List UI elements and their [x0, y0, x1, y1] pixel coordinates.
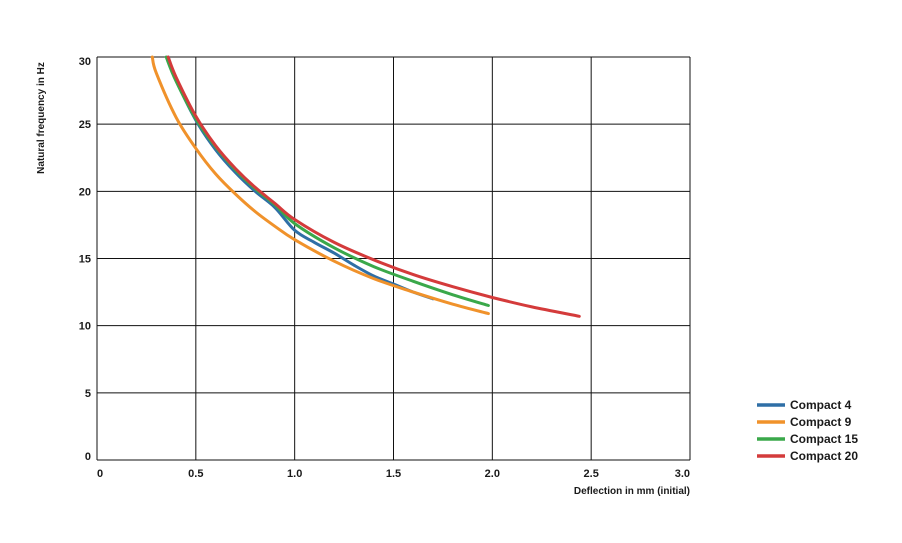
x-tick-label: 2.0 [485, 468, 500, 480]
x-tick-labels: 0 0.5 1.0 1.5 2.0 2.5 3.0 [97, 468, 690, 480]
series-line-compact-15 [164, 55, 490, 307]
x-tick-label: 0 [97, 468, 103, 480]
x-tick-label: 1.5 [386, 468, 401, 480]
x-tick-label: 1.0 [287, 468, 302, 480]
y-tick-label: 15 [79, 254, 91, 266]
x-axis-label: Deflection in mm (initial) [574, 486, 690, 497]
series-lines [150, 55, 581, 318]
y-tick-label: 0 [85, 451, 91, 463]
y-tick-label: 20 [79, 186, 91, 198]
y-tick-label: 30 [79, 56, 91, 68]
y-tick-label: 10 [79, 321, 91, 333]
x-tick-label: 2.5 [584, 468, 599, 480]
legend-label-compact-4: Compact 4 [790, 398, 852, 412]
y-tick-labels: 0 5 10 15 20 25 30 [79, 56, 91, 463]
y-tick-label: 25 [79, 119, 91, 131]
series-line-compact-9 [150, 55, 490, 316]
grid [96, 56, 691, 461]
x-tick-label: 0.5 [188, 468, 203, 480]
series-line-compact-20 [166, 55, 581, 318]
legend: Compact 4 Compact 9 Compact 15 Compact 20 [757, 398, 858, 463]
legend-label-compact-9: Compact 9 [790, 415, 852, 429]
y-axis-label: Natural frequency in Hz [36, 62, 47, 174]
legend-label-compact-15: Compact 15 [790, 432, 858, 446]
legend-label-compact-20: Compact 20 [790, 449, 858, 463]
y-tick-label: 5 [85, 388, 91, 400]
x-tick-label: 3.0 [675, 468, 690, 480]
